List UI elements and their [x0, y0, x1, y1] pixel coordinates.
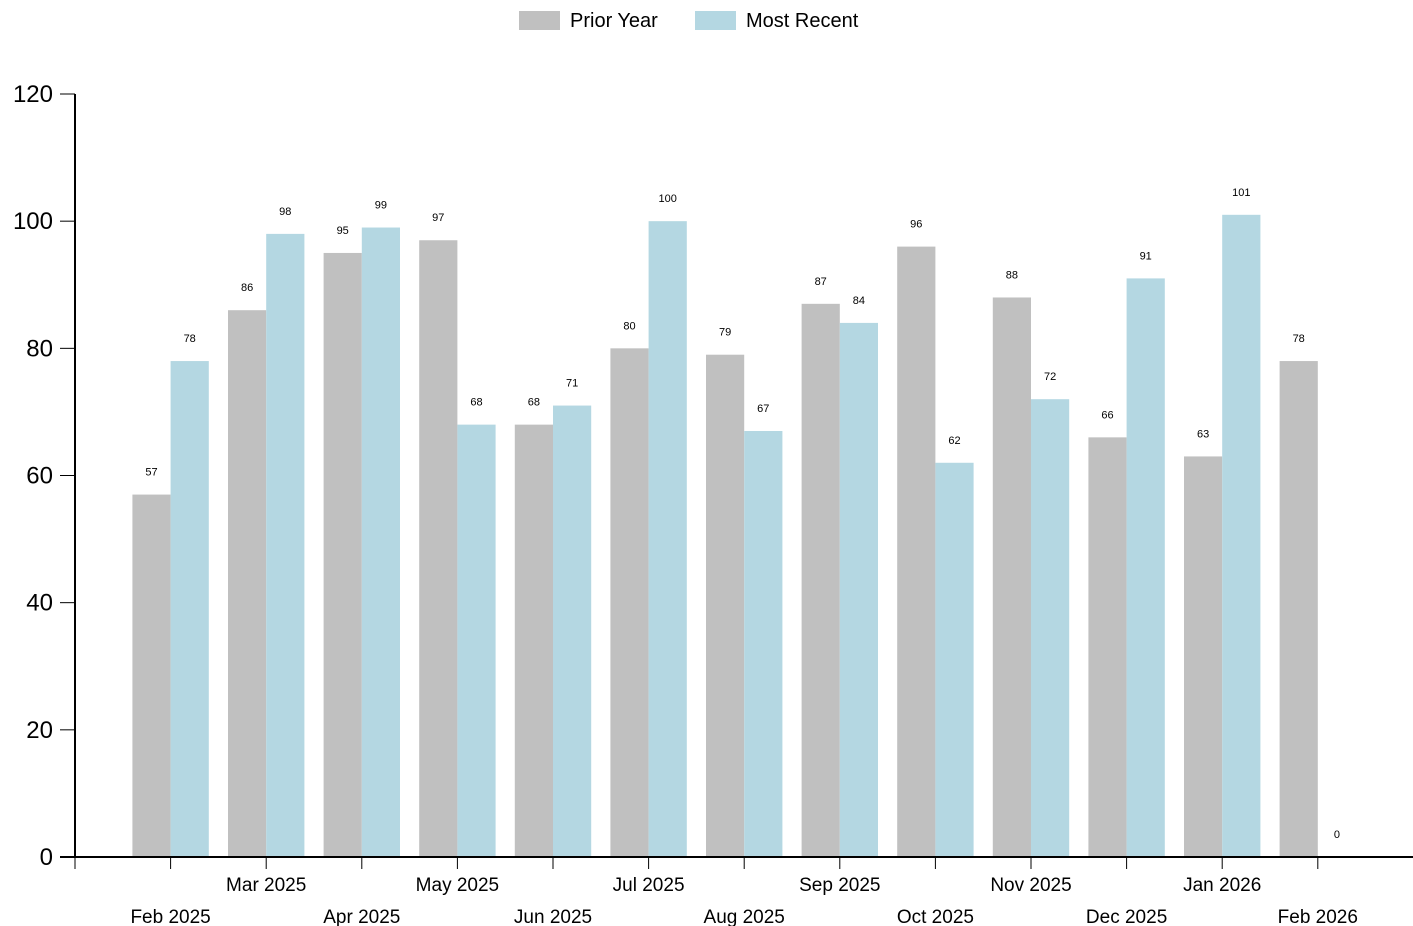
bar-prior-year-oct-2025	[897, 246, 936, 858]
bar-prior-year-dec-2025	[1088, 437, 1127, 857]
data-label-most-recent-jul-2025: 100	[659, 193, 677, 205]
legend-swatch-most-recent	[695, 11, 736, 30]
bars-group	[132, 214, 1318, 858]
data-label-prior-year-jan-2026: 63	[1197, 428, 1209, 440]
x-tick-label-feb-2026: Feb 2026	[1278, 907, 1358, 926]
bar-most-recent-sep-2025	[839, 322, 878, 857]
data-label-prior-year-feb-2025: 57	[145, 467, 157, 479]
bar-most-recent-feb-2025	[170, 361, 209, 857]
bar-most-recent-jul-2025	[648, 221, 687, 857]
data-label-most-recent-may-2025: 68	[470, 397, 482, 409]
x-tick-label-sep-2025: Sep 2025	[799, 875, 880, 896]
data-label-prior-year-mar-2025: 86	[241, 282, 253, 294]
x-tick-label-jan-2026: Jan 2026	[1183, 875, 1261, 896]
x-tick-label-feb-2025: Feb 2025	[130, 907, 210, 926]
x-tick-label-oct-2025: Oct 2025	[897, 907, 974, 926]
bar-prior-year-feb-2025	[132, 494, 171, 857]
legend: Prior Year Most Recent	[519, 10, 859, 32]
bar-prior-year-mar-2025	[228, 310, 267, 857]
data-label-most-recent-aug-2025: 67	[757, 403, 769, 415]
data-label-most-recent-jun-2025: 71	[566, 378, 578, 390]
legend-swatch-prior-year	[519, 11, 560, 30]
bar-prior-year-apr-2025	[323, 252, 362, 858]
y-tick-label-60: 60	[26, 463, 53, 490]
data-label-most-recent-oct-2025: 62	[948, 435, 960, 447]
x-tick-label-aug-2025: Aug 2025	[704, 907, 785, 926]
x-tick-label-jun-2025: Jun 2025	[514, 907, 592, 926]
data-label-most-recent-dec-2025: 91	[1140, 250, 1152, 262]
y-tick-label-80: 80	[26, 335, 53, 362]
bar-prior-year-sep-2025	[801, 303, 840, 857]
axes-group: 0 20 40 60 80 100 120 Feb 2025 Mar 2025 Apr 2025 M…	[13, 81, 1413, 926]
data-label-most-recent-jan-2026: 101	[1232, 187, 1250, 199]
y-tick-label-20: 20	[26, 717, 53, 744]
data-label-most-recent-nov-2025: 72	[1044, 371, 1056, 383]
y-tick-label-100: 100	[13, 208, 53, 235]
y-tick-label-0: 0	[40, 844, 53, 871]
bar-prior-year-jul-2025	[610, 348, 649, 857]
data-label-prior-year-aug-2025: 79	[719, 327, 731, 339]
bar-prior-year-nov-2025	[992, 297, 1031, 857]
data-label-most-recent-apr-2025: 99	[375, 200, 387, 212]
bar-prior-year-feb-2026	[1279, 361, 1318, 857]
x-tick-label-apr-2025: Apr 2025	[323, 907, 400, 926]
bar-most-recent-jan-2026	[1222, 214, 1261, 857]
bar-most-recent-oct-2025	[935, 462, 974, 857]
data-label-prior-year-jun-2025: 68	[528, 397, 540, 409]
data-label-prior-year-jul-2025: 80	[623, 320, 635, 332]
bar-prior-year-aug-2025	[706, 354, 745, 857]
data-labels-group: 57 78 86 98 95 99 97 68 68 71 80 100 79 67 87 84 96 62 88 7…	[145, 187, 1340, 841]
x-tick-label-mar-2025: Mar 2025	[226, 875, 306, 896]
bar-most-recent-nov-2025	[1031, 399, 1070, 857]
data-label-prior-year-sep-2025: 87	[815, 276, 827, 288]
x-tick-label-may-2025: May 2025	[416, 875, 499, 896]
bar-prior-year-may-2025	[419, 240, 458, 857]
bar-prior-year-jun-2025	[514, 424, 553, 857]
data-label-prior-year-nov-2025: 88	[1006, 269, 1018, 281]
data-label-prior-year-may-2025: 97	[432, 212, 444, 224]
x-tick-label-dec-2025: Dec 2025	[1086, 907, 1167, 926]
data-label-prior-year-apr-2025: 95	[337, 225, 349, 237]
x-tick-label-jul-2025: Jul 2025	[613, 875, 685, 896]
bar-most-recent-apr-2025	[361, 227, 400, 857]
bar-most-recent-may-2025	[457, 424, 496, 857]
y-tick-label-40: 40	[26, 590, 53, 617]
bar-most-recent-dec-2025	[1126, 278, 1165, 857]
bar-prior-year-jan-2026	[1184, 456, 1223, 857]
data-label-prior-year-oct-2025: 96	[910, 219, 922, 231]
data-label-prior-year-feb-2026: 78	[1293, 333, 1305, 345]
data-label-most-recent-mar-2025: 98	[279, 206, 291, 218]
data-label-most-recent-feb-2025: 78	[184, 333, 196, 345]
data-label-most-recent-feb-2026: 0	[1334, 829, 1340, 841]
y-tick-label-120: 120	[13, 81, 53, 108]
data-label-most-recent-sep-2025: 84	[853, 295, 865, 307]
bar-most-recent-jun-2025	[553, 405, 592, 857]
legend-label-prior-year: Prior Year	[570, 10, 658, 32]
x-tick-label-nov-2025: Nov 2025	[990, 875, 1071, 896]
bar-most-recent-aug-2025	[744, 430, 783, 857]
data-label-prior-year-dec-2025: 66	[1101, 409, 1113, 421]
legend-label-most-recent: Most Recent	[746, 10, 859, 32]
bar-most-recent-mar-2025	[266, 233, 305, 858]
